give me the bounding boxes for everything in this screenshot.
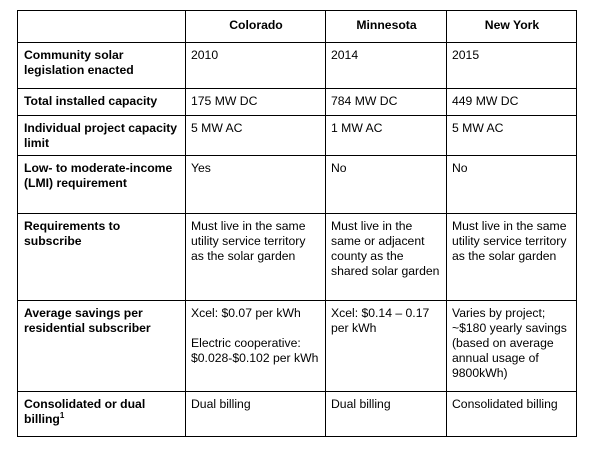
row-label: Total installed capacity [17,88,186,116]
cell-minnesota: Xcel: $0.14 – 0.17 per kWh [325,300,447,392]
cell-newyork: Must live in the same utility service te… [446,213,577,301]
cell-newyork: Consolidated billing [446,391,577,437]
row-label: Community solar legislation enacted [17,42,186,89]
row-label: Low- to moderate-income (LMI) requiremen… [17,155,186,214]
header-newyork: New York [446,10,577,43]
cell-colorado: Must live in the same utility service te… [185,213,326,301]
table-row: Requirements to subscribe Must live in t… [17,213,577,301]
table-row: Low- to moderate-income (LMI) requiremen… [17,155,577,214]
cell-colorado-xcel: Xcel: $0.07 per kWh [191,306,301,320]
cell-colorado: 2010 [185,42,326,89]
table-row: Consolidated or dual billing1 Dual billi… [17,391,577,437]
cell-colorado: 5 MW AC [185,115,326,156]
cell-colorado: Xcel: $0.07 per kWh Electric cooperative… [185,300,326,392]
header-blank [17,10,186,43]
state-comparison-table: Colorado Minnesota New York Community so… [17,10,577,437]
cell-colorado: 175 MW DC [185,88,326,116]
cell-newyork: No [446,155,577,214]
cell-newyork: 2015 [446,42,577,89]
cell-colorado-cooperative: Electric cooperative: $0.028-$0.102 per … [191,336,319,365]
cell-newyork: 5 MW AC [446,115,577,156]
cell-newyork: 449 MW DC [446,88,577,116]
table-row: Individual project capacity limit 5 MW A… [17,115,577,156]
cell-minnesota: Must live in the same or adjacent county… [325,213,447,301]
row-label: Consolidated or dual billing1 [17,391,186,437]
cell-minnesota: 2014 [325,42,447,89]
table-row: Community solar legislation enacted 2010… [17,42,577,89]
row-label: Individual project capacity limit [17,115,186,156]
cell-minnesota: 784 MW DC [325,88,447,116]
row-label-text: Consolidated or dual billing [24,397,146,426]
header-colorado: Colorado [185,10,326,43]
header-minnesota: Minnesota [325,10,447,43]
cell-minnesota: Dual billing [325,391,447,437]
cell-minnesota: No [325,155,447,214]
cell-colorado: Dual billing [185,391,326,437]
row-label: Requirements to subscribe [17,213,186,301]
row-label: Average savings per residential subscrib… [17,300,186,392]
table-row: Total installed capacity 175 MW DC 784 M… [17,88,577,116]
header-row: Colorado Minnesota New York [17,10,577,43]
table-row: Average savings per residential subscrib… [17,300,577,392]
cell-minnesota: 1 MW AC [325,115,447,156]
footnote-marker: 1 [59,410,65,420]
cell-colorado: Yes [185,155,326,214]
cell-newyork: Varies by project; ~$180 yearly savings … [446,300,577,392]
